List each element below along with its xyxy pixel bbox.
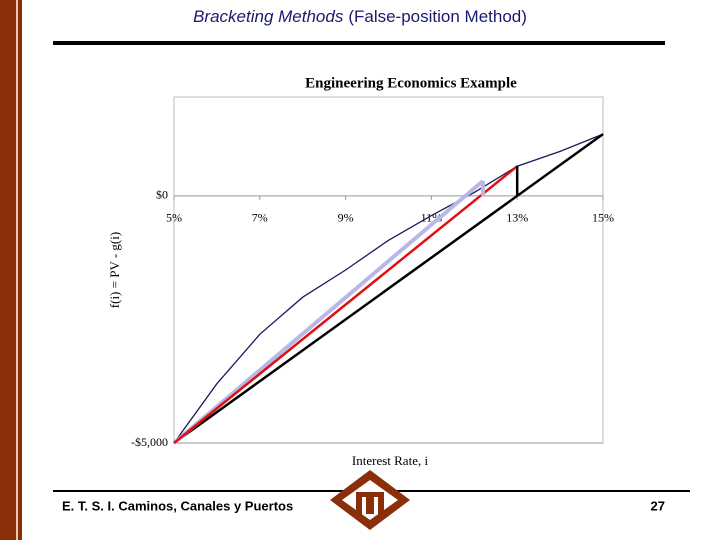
- y-axis-label: f(i) = PV - g(i): [107, 232, 122, 308]
- series-line: [173, 165, 518, 444]
- series-line: [173, 133, 604, 444]
- footer-text: E. T. S. I. Caminos, Canales y Puertos: [62, 498, 293, 513]
- x-tick-label: 9%: [338, 211, 354, 225]
- title-rule: [53, 41, 665, 45]
- x-tick-label: 13%: [506, 211, 528, 225]
- x-tick-label: 5%: [166, 211, 182, 225]
- title-italic: Bracketing Methods: [193, 7, 344, 26]
- logo: [330, 470, 410, 530]
- page-number: 27: [651, 498, 665, 513]
- side-bar: [0, 0, 22, 540]
- side-stripe: [16, 0, 18, 540]
- series-line: [172, 179, 485, 445]
- y-tick-label: $0: [156, 188, 168, 202]
- series-line: [173, 133, 604, 445]
- x-tick-label: 7%: [252, 211, 268, 225]
- y-tick-label: -$5,000: [131, 435, 168, 449]
- title-rest: (False-position Method): [348, 7, 527, 26]
- x-tick-label: 15%: [592, 211, 614, 225]
- chart-title: Engineering Economics Example: [305, 75, 517, 91]
- slide-title: Bracketing Methods (False-position Method…: [193, 7, 527, 26]
- x-axis-label: Interest Rate, i: [352, 453, 429, 468]
